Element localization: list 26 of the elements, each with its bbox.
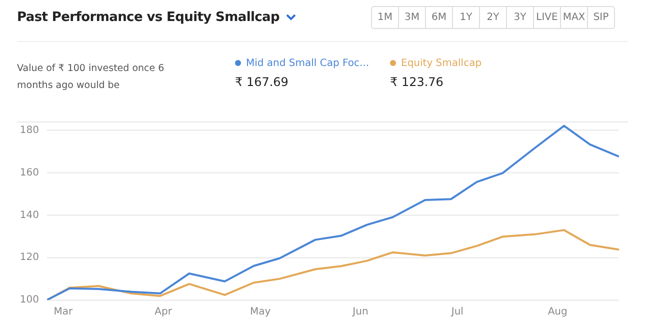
text: SIP	[587, 7, 614, 28]
legend-label: Mid and Small Cap Foc...	[245, 58, 370, 69]
chart-title: Past Performance vs Equity Smallcap	[17, 10, 281, 25]
legend-label: Equity Smallcap	[400, 58, 482, 69]
text: 2Y	[479, 7, 506, 28]
x-tick-label: Aug	[548, 306, 568, 318]
text: LIVE	[533, 7, 560, 28]
x-tick-label: May	[250, 306, 271, 318]
y-tick-label: 100	[20, 294, 39, 306]
x-tick-label: Mar	[54, 306, 74, 318]
y-tick-label: 140	[20, 210, 39, 221]
text: 6M	[425, 7, 452, 28]
x-tick-label: Jun	[352, 306, 368, 318]
text: 1M	[376, 11, 394, 25]
x-tick-label: Apr	[154, 306, 173, 318]
text: 1Y	[452, 7, 479, 28]
y-tick-label: 180	[20, 125, 39, 136]
text: Value of ₹ 100 invested once 6 months ago would be	[17, 62, 166, 93]
y-tick-label: 160	[20, 167, 39, 178]
text: 3M	[398, 7, 425, 28]
x-tick-label: Jul	[450, 306, 464, 318]
text: MAX	[560, 7, 587, 28]
text: ₹ 123.76	[390, 75, 444, 89]
text: ₹ 167.69	[235, 75, 290, 89]
text: 3Y	[506, 7, 533, 28]
y-tick-label: 120	[20, 252, 39, 264]
